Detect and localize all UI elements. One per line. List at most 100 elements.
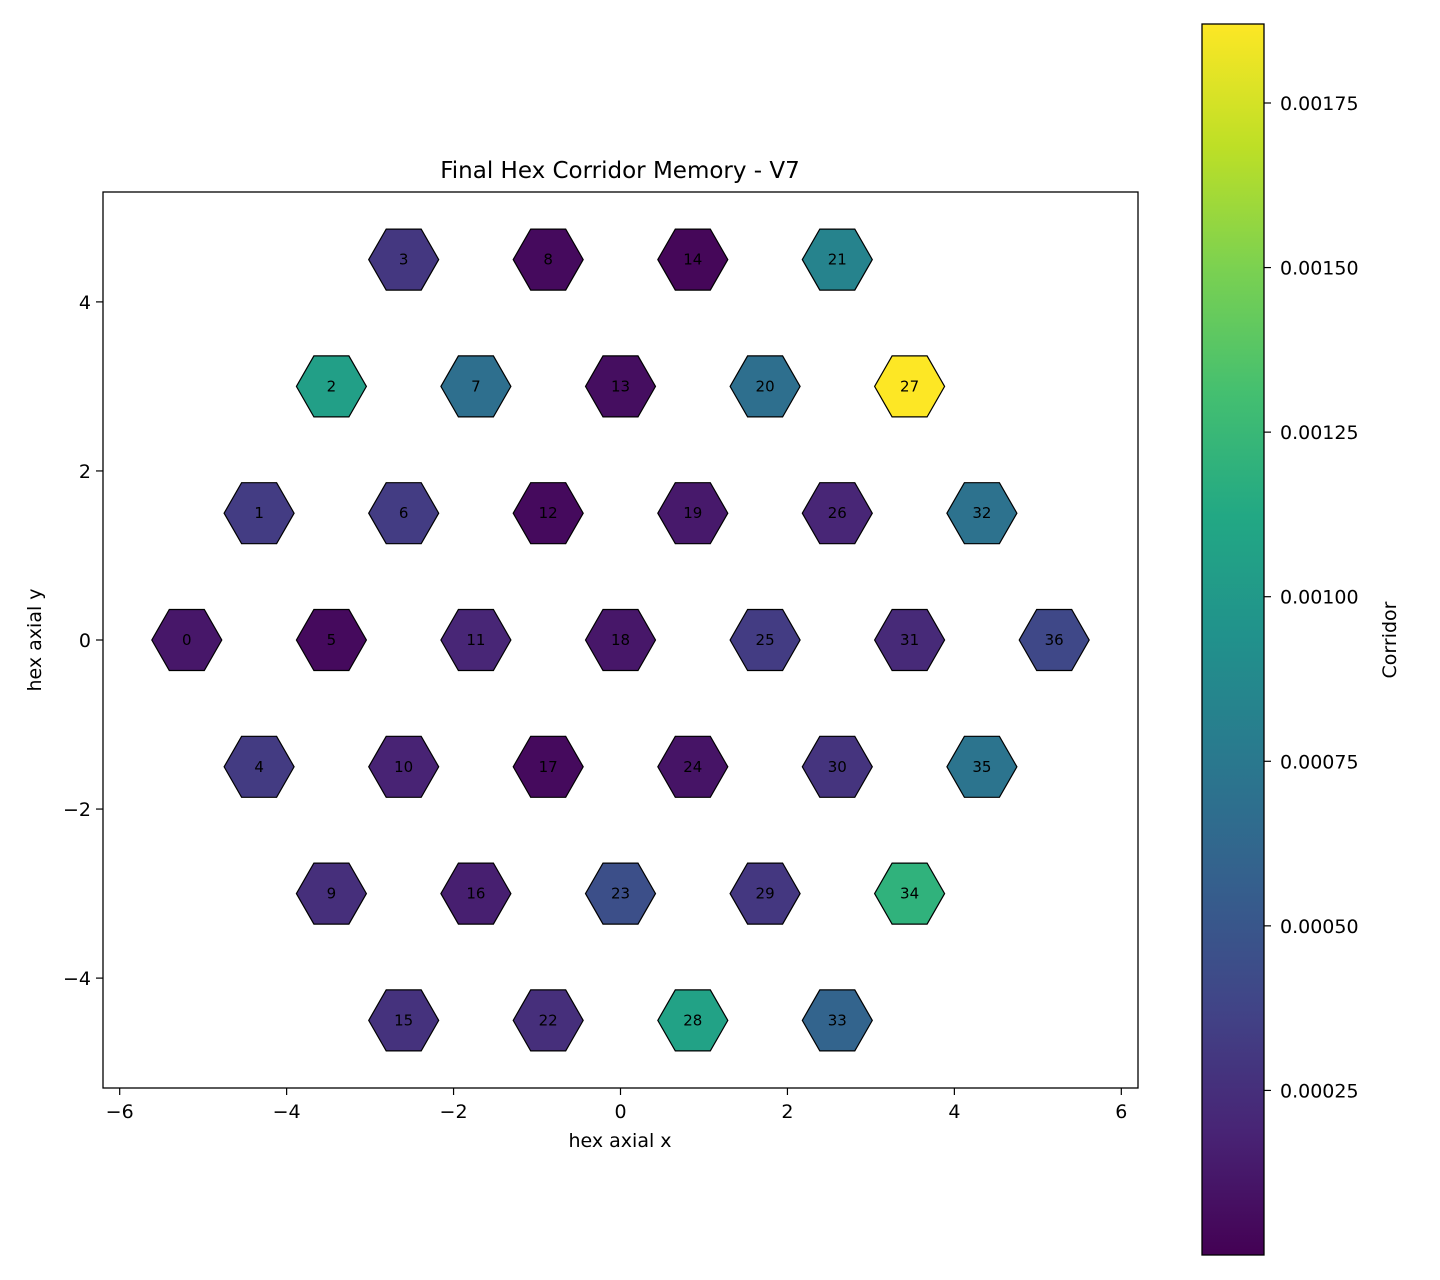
plot-area: 0123456789101112131415161718192021222324… bbox=[102, 191, 1139, 1089]
hex-cell-label: 20 bbox=[756, 377, 775, 395]
hex-cell-9 bbox=[295, 862, 368, 925]
hex-cell-label: 17 bbox=[539, 758, 558, 776]
hex-cell-21 bbox=[801, 228, 873, 291]
x-tick-label: 2 bbox=[781, 1101, 793, 1123]
hex-cell-31 bbox=[873, 608, 946, 672]
hex-cell-label: 19 bbox=[683, 504, 702, 522]
y-axis-label: hex axial y bbox=[24, 588, 46, 691]
hex-cell-30 bbox=[801, 735, 873, 798]
hex-cell-15 bbox=[368, 989, 440, 1052]
hex-cell-36 bbox=[1018, 608, 1090, 672]
hex-cell-33 bbox=[801, 989, 873, 1052]
x-axis: −6 −4 −2 0 2 4 6 bbox=[106, 1088, 1127, 1123]
x-tick-label: −2 bbox=[440, 1101, 468, 1123]
x-axis-label: hex axial x bbox=[568, 1130, 671, 1152]
colorbar-gradient bbox=[1202, 24, 1264, 1255]
hex-cell-7 bbox=[440, 355, 512, 418]
hex-cell-label: 30 bbox=[828, 758, 847, 776]
hex-cell-17 bbox=[512, 735, 584, 798]
hex-cell-35 bbox=[946, 735, 1018, 798]
colorbar-frame bbox=[1201, 23, 1265, 1256]
colorbar-ticks: 0.00025 0.00050 0.00075 0.00100 0.00125 0.001… bbox=[1264, 93, 1359, 1102]
hex-cell-label: 0 bbox=[182, 631, 192, 649]
hex-cell-0 bbox=[151, 608, 223, 672]
hex-cell-5 bbox=[295, 608, 368, 672]
hex-cell-8 bbox=[512, 228, 584, 291]
hex-cell-label: 11 bbox=[466, 631, 485, 649]
hex-cell-label: 32 bbox=[972, 504, 991, 522]
hex-cell-label: 10 bbox=[394, 758, 413, 776]
hex-cell-14 bbox=[657, 228, 729, 291]
hex-cell-11 bbox=[440, 608, 512, 672]
hex-cell-27 bbox=[873, 355, 946, 418]
hex-cell-24 bbox=[657, 735, 729, 798]
hex-cell-label: 13 bbox=[611, 377, 630, 395]
hex-cell-16 bbox=[440, 862, 512, 925]
hex-cell-23 bbox=[584, 862, 657, 925]
y-tick-label: 0 bbox=[79, 630, 91, 652]
colorbar-tick-label: 0.00125 bbox=[1280, 422, 1359, 444]
hex-cells: 0123456789101112131415161718192021222324… bbox=[151, 228, 1090, 1052]
hex-cell-label: 5 bbox=[327, 631, 337, 649]
hex-cell-label: 7 bbox=[471, 377, 481, 395]
hex-cell-label: 36 bbox=[1045, 631, 1064, 649]
y-tick-label: −4 bbox=[63, 968, 91, 990]
hex-cell-label: 1 bbox=[254, 504, 264, 522]
hex-cell-label: 14 bbox=[683, 251, 702, 269]
hex-cell-label: 27 bbox=[900, 377, 919, 395]
colorbar-label: Corridor bbox=[1379, 601, 1401, 678]
hex-cell-label: 24 bbox=[683, 758, 702, 776]
hex-cell-label: 9 bbox=[327, 885, 337, 903]
hex-cell-label: 18 bbox=[611, 631, 630, 649]
colorbar-tick-label: 0.00175 bbox=[1280, 93, 1359, 115]
hex-cell-label: 23 bbox=[611, 885, 630, 903]
hex-cell-1 bbox=[223, 482, 295, 545]
colorbar-tick-label: 0.00100 bbox=[1280, 587, 1359, 609]
hex-cell-label: 34 bbox=[900, 885, 919, 903]
colorbar-tick-label: 0.00025 bbox=[1280, 1080, 1359, 1102]
hex-cell-3 bbox=[368, 228, 440, 291]
hex-cell-20 bbox=[729, 355, 801, 418]
hex-cell-label: 22 bbox=[539, 1011, 558, 1029]
hex-cell-34 bbox=[873, 862, 946, 925]
colorbar-tick-label: 0.00150 bbox=[1280, 258, 1359, 280]
hex-cell-label: 6 bbox=[399, 504, 409, 522]
x-tick-label: −6 bbox=[106, 1101, 134, 1123]
hex-cell-label: 2 bbox=[327, 377, 337, 395]
y-tick-label: 2 bbox=[79, 461, 91, 483]
hex-cell-32 bbox=[946, 482, 1018, 545]
x-tick-label: 0 bbox=[614, 1101, 626, 1123]
colorbar-tick-label: 0.00075 bbox=[1280, 751, 1359, 773]
hex-cell-label: 12 bbox=[539, 504, 558, 522]
hex-cell-6 bbox=[368, 482, 440, 545]
hex-cell-4 bbox=[223, 735, 295, 798]
hex-cell-25 bbox=[729, 608, 801, 672]
colorbar-tick-label: 0.00050 bbox=[1280, 916, 1359, 938]
hex-cell-label: 16 bbox=[466, 885, 485, 903]
hex-cell-22 bbox=[512, 989, 584, 1052]
x-tick-label: 6 bbox=[1115, 1101, 1127, 1123]
y-tick-label: 4 bbox=[79, 292, 91, 314]
chart-title: Final Hex Corridor Memory - V7 bbox=[440, 158, 800, 184]
x-tick-label: −4 bbox=[273, 1101, 301, 1123]
hex-cell-label: 3 bbox=[399, 251, 409, 269]
hex-cell-label: 29 bbox=[756, 885, 775, 903]
hex-cell-29 bbox=[729, 862, 801, 925]
x-tick-label: 4 bbox=[948, 1101, 960, 1123]
hex-cell-label: 8 bbox=[543, 251, 553, 269]
hex-cell-label: 31 bbox=[900, 631, 919, 649]
hex-cell-label: 15 bbox=[394, 1011, 413, 1029]
hex-cell-2 bbox=[295, 355, 368, 418]
hex-cell-10 bbox=[368, 735, 440, 798]
hex-cell-18 bbox=[584, 608, 657, 672]
hex-cell-19 bbox=[657, 482, 729, 545]
hex-cell-label: 33 bbox=[828, 1011, 847, 1029]
hex-cell-label: 28 bbox=[683, 1011, 702, 1029]
hex-cell-label: 35 bbox=[972, 758, 991, 776]
y-tick-label: −2 bbox=[63, 799, 91, 821]
hex-cell-13 bbox=[584, 355, 657, 418]
hex-cell-label: 26 bbox=[828, 504, 847, 522]
hex-cell-12 bbox=[512, 482, 584, 545]
hex-cell-label: 25 bbox=[756, 631, 775, 649]
